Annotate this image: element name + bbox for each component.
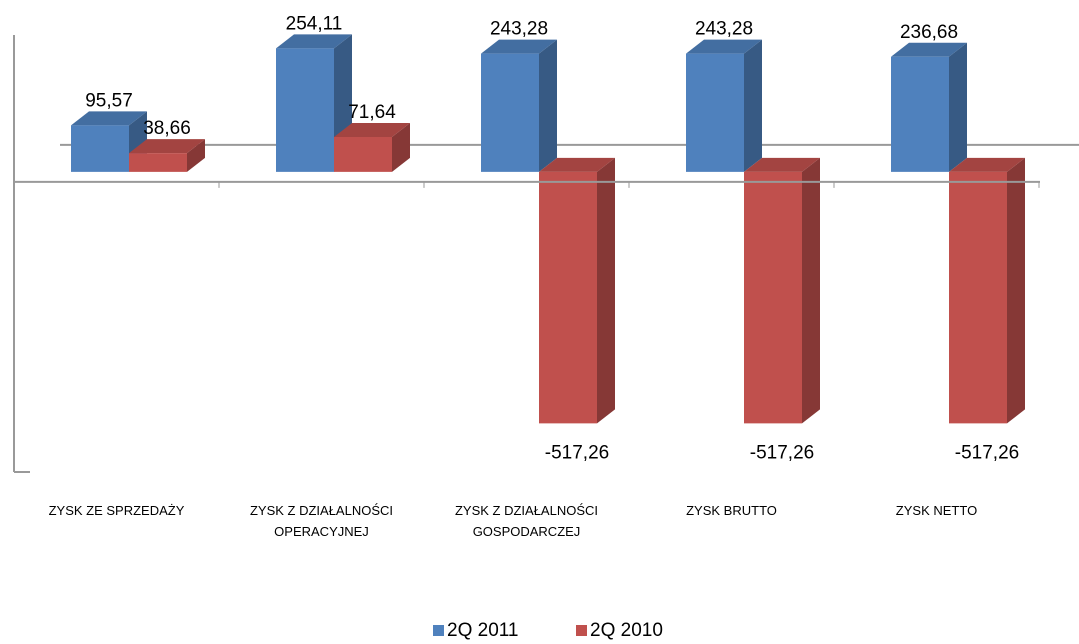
x-tick-label: ZYSK ZE SPRZEDAŻY	[48, 503, 185, 518]
bar-front	[71, 125, 129, 172]
value-label: 243,28	[695, 19, 753, 40]
bar	[891, 42, 967, 172]
bar	[539, 157, 615, 424]
bar	[334, 123, 410, 172]
bar-top	[129, 139, 205, 154]
bar-front	[276, 48, 334, 172]
value-label: 71,64	[348, 102, 396, 123]
value-label: -517,26	[750, 442, 814, 463]
bar-front	[129, 153, 187, 172]
bar-front	[949, 171, 1007, 424]
bar	[744, 157, 820, 424]
bar-top	[334, 123, 410, 138]
bar-top	[539, 157, 615, 172]
bar-side	[949, 42, 967, 172]
bar-top	[481, 39, 557, 54]
legend-swatch	[433, 625, 444, 636]
value-label: 236,68	[900, 22, 958, 43]
x-tick-label: ZYSK Z DZIAŁALNOŚCI OPERACYJNEJ	[249, 503, 394, 539]
x-tick-label: ZYSK BRUTTO	[686, 503, 777, 518]
value-label: -517,26	[955, 442, 1019, 463]
bar-front	[744, 171, 802, 424]
bar-side	[539, 39, 557, 172]
bar-top	[686, 39, 762, 54]
bar-top	[276, 34, 352, 49]
bar-side	[187, 139, 205, 172]
bar-side	[744, 39, 762, 172]
bar	[686, 39, 762, 172]
legend-label: 2Q 2010	[590, 620, 663, 641]
bar	[129, 139, 205, 172]
bar-top	[744, 157, 820, 172]
x-tick-label: ZYSK Z DZIAŁALNOŚCI GOSPODARCZEJ	[454, 503, 599, 539]
bar-top	[891, 42, 967, 57]
value-label: 243,28	[490, 19, 548, 40]
bar-front	[891, 56, 949, 172]
bar-top	[949, 157, 1025, 172]
legend-label: 2Q 2011	[447, 620, 518, 641]
bar-front	[334, 137, 392, 172]
bar-side	[1007, 157, 1025, 424]
value-label: 254,11	[286, 13, 343, 34]
bar-front	[686, 53, 744, 172]
bar	[276, 34, 352, 172]
bar-top	[71, 111, 147, 126]
legend-swatch	[576, 625, 587, 636]
bar-front	[539, 171, 597, 424]
x-tick-label: ZYSK NETTO	[895, 503, 978, 518]
bar	[481, 39, 557, 172]
bar	[949, 157, 1025, 424]
value-label: 38,66	[143, 118, 191, 139]
value-label: 95,57	[85, 90, 133, 111]
bar-side	[802, 157, 820, 424]
value-label: -517,26	[545, 442, 609, 463]
bar-front	[481, 53, 539, 172]
bar-side	[392, 123, 410, 172]
bar-side	[597, 157, 615, 424]
